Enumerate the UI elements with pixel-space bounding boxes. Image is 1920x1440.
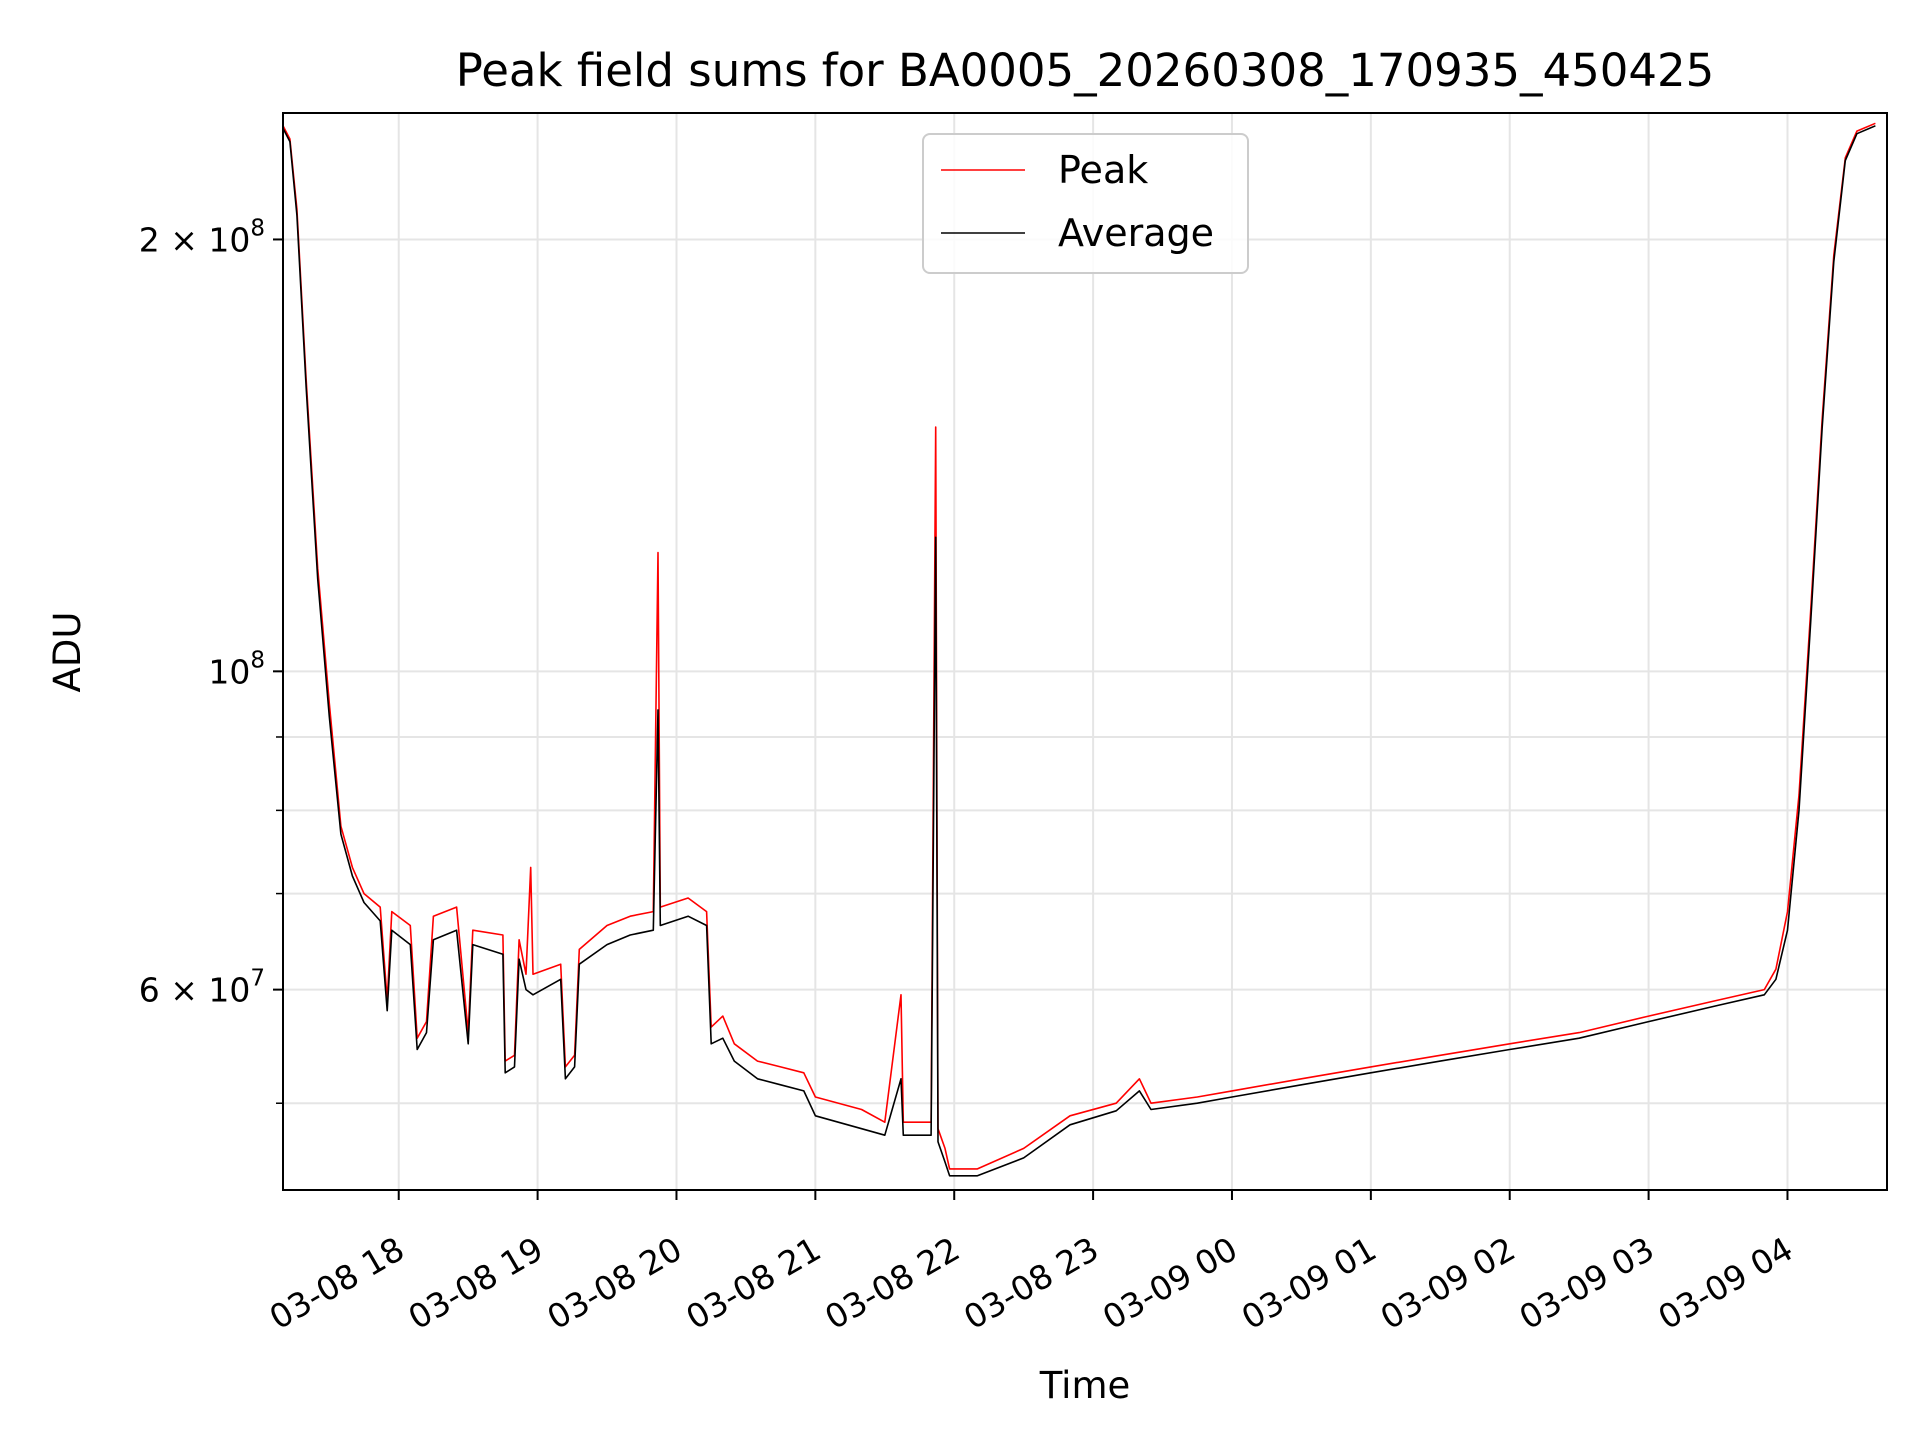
legend-label-peak: Peak <box>1058 148 1148 192</box>
x-axis-label: Time <box>1039 1364 1131 1407</box>
series-line-peak <box>282 122 1876 1170</box>
y-axis-label: ADU <box>46 612 89 693</box>
y-tick-label: 2 × 108 <box>139 215 265 259</box>
grid-layer <box>283 113 1887 1190</box>
series-line-average <box>282 125 1876 1177</box>
y-tick-label: 108 <box>208 647 265 691</box>
y-tick-label: 6 × 107 <box>139 966 265 1010</box>
plot-frame <box>282 112 1888 1191</box>
chart-title: Peak field sums for BA0005_20260308_1709… <box>456 44 1715 97</box>
legend-box <box>922 133 1249 274</box>
legend-label-average: Average <box>1058 211 1214 255</box>
series-layer <box>282 122 1876 1177</box>
legend: Peak Average <box>922 133 1249 274</box>
